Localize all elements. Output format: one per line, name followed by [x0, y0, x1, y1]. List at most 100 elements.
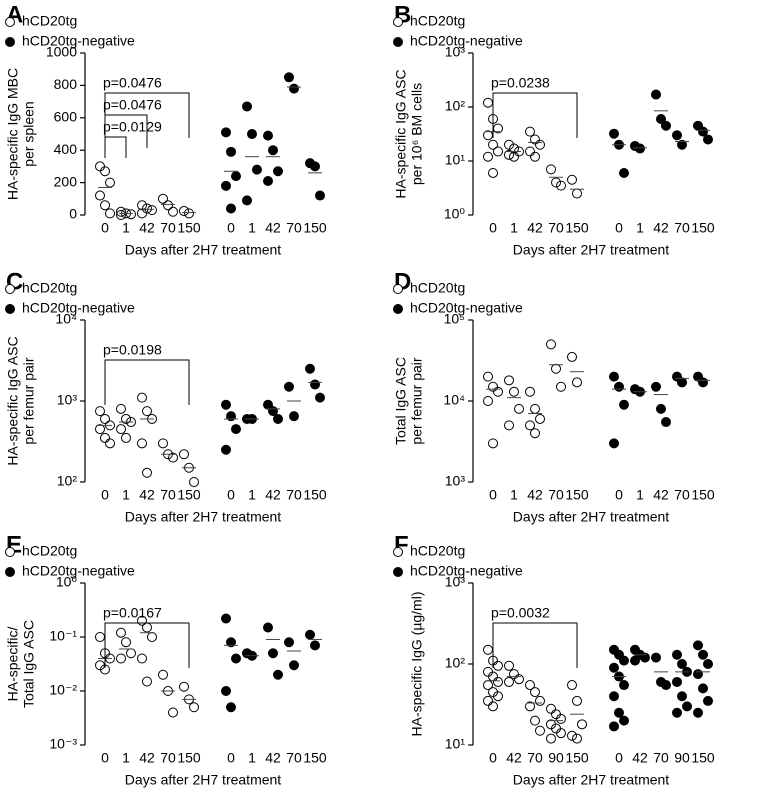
data-point	[252, 164, 262, 175]
bracket	[104, 136, 127, 158]
data-point	[619, 399, 629, 410]
data-point	[273, 413, 283, 424]
data-point	[693, 707, 703, 718]
data-point	[189, 477, 199, 487]
y-tick-label: 400	[54, 141, 78, 157]
bracket	[492, 622, 578, 668]
data-point	[231, 171, 241, 182]
data-point	[305, 363, 315, 374]
legend-label: hCD20tg	[22, 280, 77, 296]
y-axis-label: Total IgG ASC	[393, 357, 409, 445]
data-point	[100, 200, 110, 211]
data-point	[158, 669, 168, 680]
data-point	[100, 413, 110, 424]
data-point	[567, 351, 577, 362]
y-axis-label: HA-specific IgG (µg/ml)	[409, 592, 425, 737]
data-point	[572, 695, 582, 706]
data-point	[121, 637, 131, 648]
data-point	[315, 392, 325, 403]
x-tick-label: 42	[527, 487, 543, 503]
data-point	[284, 72, 294, 83]
data-point	[656, 403, 666, 414]
data-point	[226, 203, 236, 214]
data-point	[126, 209, 136, 220]
data-point	[525, 680, 535, 691]
data-point	[247, 129, 257, 139]
data-point	[546, 339, 556, 350]
x-tick-label: 70	[527, 750, 543, 766]
data-point	[614, 381, 624, 392]
data-point	[509, 143, 519, 154]
y-axis-label: HA-specific IgG ASC	[5, 336, 21, 465]
data-point	[95, 632, 105, 642]
data-point	[147, 205, 157, 216]
x-tick-label: 0	[615, 487, 623, 503]
x-tick-label: 70	[548, 487, 564, 503]
y-tick-label: 200	[54, 173, 78, 189]
data-point	[310, 161, 320, 172]
x-tick-label: 150	[177, 750, 201, 766]
x-tick-label: 0	[615, 750, 623, 766]
data-point	[530, 403, 540, 414]
data-point	[567, 680, 577, 691]
data-point	[619, 655, 629, 666]
p-value: p=0.0476	[103, 75, 162, 91]
x-tick-label: 1	[510, 220, 518, 236]
data-point	[609, 438, 619, 449]
data-point	[619, 715, 629, 726]
data-point	[179, 205, 189, 216]
data-point	[677, 139, 687, 150]
y-tick-label: 10⁰	[444, 206, 466, 222]
data-point	[572, 377, 582, 388]
data-point	[105, 438, 115, 449]
x-tick-label: 1	[636, 220, 644, 236]
data-point	[493, 146, 503, 157]
data-point	[189, 702, 199, 713]
x-axis-label: Days after 2H7 treatment	[125, 242, 282, 258]
x-tick-label: 150	[177, 487, 201, 503]
x-tick-label: 150	[303, 487, 327, 503]
x-tick-label: 42	[265, 750, 281, 766]
data-point	[504, 375, 514, 386]
x-tick-label: 1	[122, 220, 130, 236]
x-tick-label: 42	[265, 487, 281, 503]
data-point	[142, 622, 152, 633]
data-point	[263, 175, 273, 186]
x-tick-label: 70	[674, 487, 690, 503]
data-point	[693, 640, 703, 651]
data-point	[609, 721, 619, 732]
x-tick-label: 1	[510, 487, 518, 503]
x-tick-label: 150	[565, 487, 589, 503]
data-point	[614, 707, 624, 718]
data-point	[556, 728, 566, 739]
data-point	[310, 640, 320, 651]
data-point	[514, 403, 524, 414]
data-point	[263, 622, 273, 633]
legend-label: hCD20tg-negative	[410, 300, 523, 316]
p-value: p=0.0129	[103, 119, 162, 135]
data-point	[640, 652, 650, 663]
p-value: p=0.0476	[103, 97, 162, 113]
x-tick-label: 70	[160, 750, 176, 766]
data-point	[509, 386, 519, 397]
legend-marker	[5, 547, 15, 557]
y-axis-label: HA-specific/	[5, 627, 21, 702]
data-point	[567, 174, 577, 185]
data-point	[483, 666, 493, 677]
legend-label: hCD20tg	[410, 13, 465, 29]
data-point	[551, 709, 561, 720]
data-point	[184, 208, 194, 219]
y-tick-label: 10⁻²	[49, 682, 77, 698]
x-axis-label: Days after 2H7 treatment	[513, 509, 670, 525]
data-point	[556, 180, 566, 191]
data-point	[142, 467, 152, 478]
data-point	[179, 449, 189, 460]
data-point	[116, 210, 126, 220]
legend-label: hCD20tg	[22, 13, 77, 29]
data-point	[263, 130, 273, 141]
data-point	[95, 406, 105, 417]
y-tick-label: 10⁴	[443, 392, 465, 408]
